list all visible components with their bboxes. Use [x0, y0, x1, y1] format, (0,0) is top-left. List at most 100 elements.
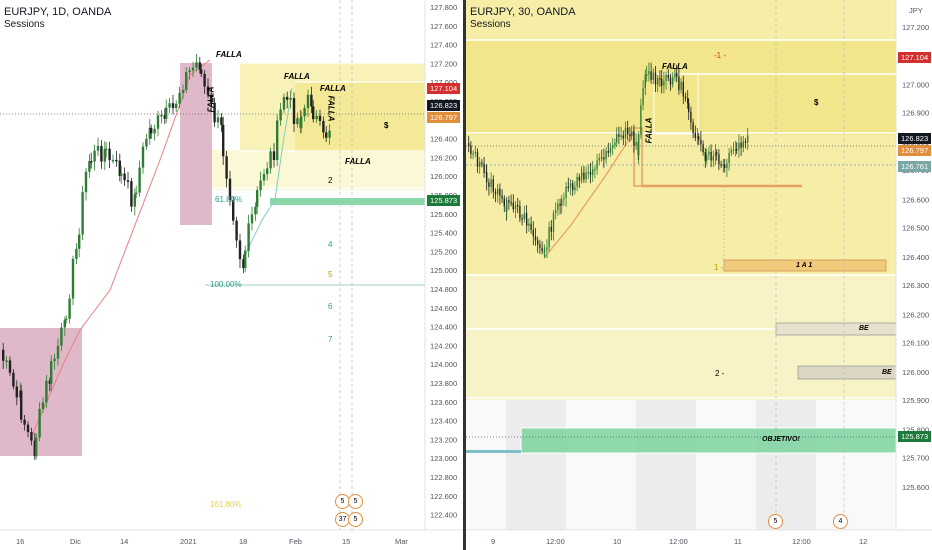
fib-1618-label: 161.80% [210, 500, 242, 509]
daily-candle [262, 174, 266, 181]
m30-candle [730, 150, 732, 153]
be-label-1: BE [859, 325, 869, 332]
fib-618-label: 61.80% [215, 195, 243, 204]
m30-candle [708, 151, 710, 155]
m30-candle [654, 72, 657, 85]
m30-candle [640, 105, 642, 135]
daily-candle [123, 173, 126, 181]
price-tag-126823: 126.823 [427, 100, 461, 111]
daily-candle [315, 115, 318, 120]
m30-candle [663, 80, 665, 86]
daily-candle [203, 73, 206, 87]
m30-candle [706, 154, 708, 161]
m30-candle [642, 88, 644, 106]
m30-candle [644, 74, 646, 89]
m30-candle [528, 223, 530, 226]
time-axis-tick: 2021 [180, 537, 197, 546]
time-axis-tick: Feb [289, 537, 302, 546]
m30-candle [492, 179, 494, 192]
event-badge[interactable]: 5 [348, 494, 363, 509]
level-2-label: 2 - [715, 369, 725, 378]
time-axis-tick: 10 [613, 537, 622, 546]
daily-candle [188, 70, 191, 73]
time-axis-tick: Mar [395, 537, 408, 546]
m30-chart-canvas[interactable]: 127.200127.000126.800126.600126.400126.2… [466, 0, 932, 550]
daily-candle [303, 107, 306, 117]
price-axis-tick: 126.500 [902, 224, 929, 233]
m30-candle [598, 158, 600, 161]
daily-candle [228, 178, 232, 201]
daily-candle [105, 148, 108, 151]
daily-candle [289, 98, 292, 100]
daily-chart-sessions-label: Sessions [4, 19, 45, 30]
daily-candle [266, 168, 269, 175]
falla-vertical-label: FALLA [206, 86, 216, 113]
daily-candle [153, 128, 156, 134]
daily-chart-canvas[interactable]: 127.800 127.600 127.400 127.200 127.000 126.8… [0, 0, 463, 550]
m30-candle [544, 250, 546, 252]
daily-candle [300, 116, 303, 129]
event-badge[interactable]: 4 [833, 514, 848, 529]
price-axis-tick: 125.400 [430, 229, 457, 238]
event-badge[interactable]: 5 [348, 512, 363, 527]
daily-candle [296, 118, 299, 125]
price-axis-tick: 125.000 [430, 266, 457, 275]
m30-candle [692, 122, 694, 133]
m30-chart-pane[interactable]: 127.200127.000126.800126.600126.400126.2… [466, 0, 932, 550]
objetivo-label: OBJETIVO! [762, 436, 800, 443]
daily-candle [195, 62, 198, 68]
daily-candle [325, 132, 328, 138]
daily-candle [81, 192, 84, 235]
m30-candle [659, 77, 661, 80]
price-axis-tick: 127.800 [430, 3, 457, 12]
pane-divider[interactable] [463, 0, 466, 550]
m30-candle [650, 71, 652, 80]
falla-label: FALLA [216, 50, 242, 59]
daily-candle [108, 148, 111, 161]
be-box-1[interactable] [775, 322, 897, 336]
daily-candle [220, 117, 223, 125]
m30-candle [592, 169, 594, 175]
one-to-one-box[interactable] [723, 259, 887, 272]
daily-candle [165, 107, 168, 119]
m30-candle [526, 218, 528, 226]
m30-candle [672, 77, 674, 85]
m30-candle [519, 205, 521, 219]
m30-candle [585, 172, 587, 180]
price-axis-tick: 125.700 [902, 454, 929, 463]
daily-candle [41, 402, 45, 409]
daily-candle [115, 159, 118, 162]
falla-vertical-label: FALLA [644, 117, 654, 144]
daily-candle [279, 109, 282, 121]
m30-candles [468, 62, 749, 259]
price-axis-tick: 127.200 [430, 59, 457, 68]
daily-chart-pane[interactable]: 127.800 127.600 127.400 127.200 127.000 126.8… [0, 0, 463, 550]
m30-candle [690, 111, 692, 123]
one-to-one-label: 1 A 1 [796, 262, 813, 269]
daily-candle [168, 103, 171, 108]
objetivo-zone[interactable] [520, 427, 897, 454]
m30-candle [627, 127, 629, 135]
daily-candle [328, 130, 331, 138]
daily-candle [254, 206, 257, 215]
daily-candle [48, 380, 51, 384]
m30-candle [635, 141, 637, 146]
daily-candle [269, 151, 272, 169]
daily-candle [93, 150, 96, 162]
price-axis-tick: 127.000 [902, 81, 929, 90]
daily-candle [5, 360, 8, 362]
price-axis-tick: 126.900 [902, 109, 929, 118]
m30-candle [581, 172, 583, 177]
m30-candle [468, 143, 470, 146]
event-badge[interactable]: 5 [768, 514, 783, 529]
m30-candle [589, 171, 592, 175]
m30-candle [688, 103, 690, 112]
daily-candle [90, 161, 93, 163]
daily-candle [206, 86, 210, 95]
m30-candle [539, 244, 541, 248]
m30-candle [667, 75, 669, 78]
price-axis-tick: 126.600 [902, 196, 929, 205]
price-axis-tick: 127.200 [902, 23, 929, 32]
m30-candle [661, 78, 663, 86]
wave-7-label: 7 [328, 335, 333, 344]
